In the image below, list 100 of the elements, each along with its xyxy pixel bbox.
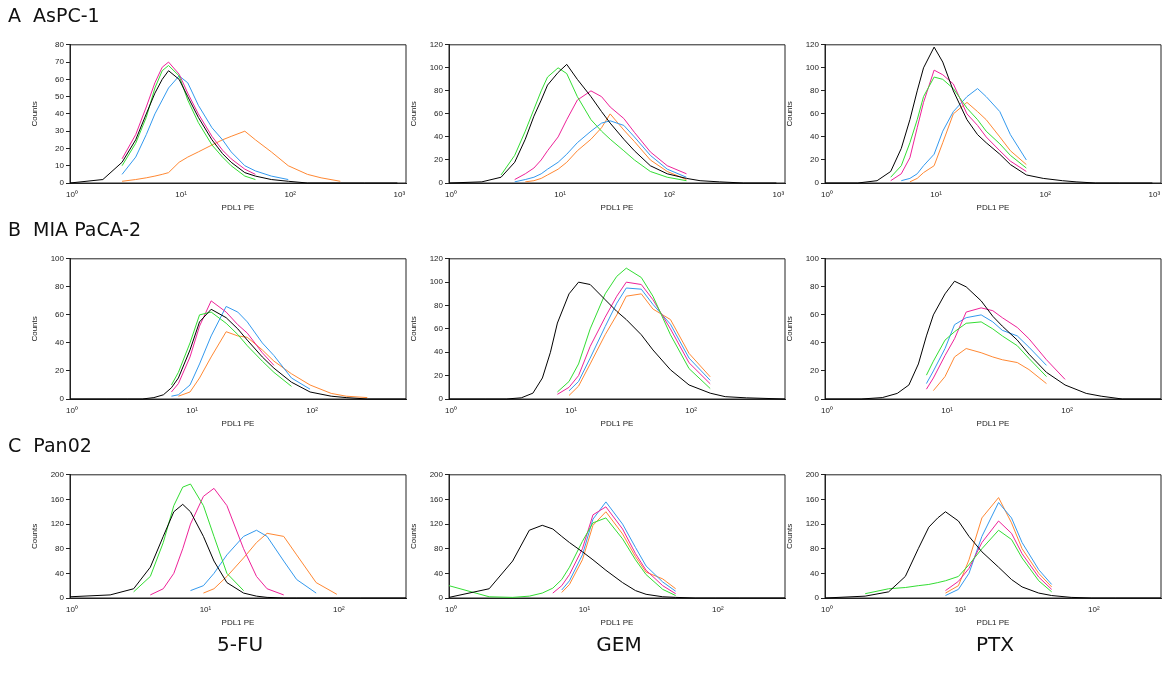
y-tick-label: 40	[434, 568, 444, 578]
y-tick-label: 0	[438, 593, 444, 603]
y-axis-title: Counts	[30, 101, 39, 127]
x-tick-label: 10⁰	[445, 406, 457, 415]
x-tick-label: 10¹	[930, 190, 943, 199]
x-tick-label: 10¹	[565, 406, 578, 415]
text: 5-FU	[215, 632, 265, 656]
x-tick-label: 10¹	[954, 605, 967, 614]
y-tick-label: 10	[55, 160, 65, 170]
y-tick-label: 60	[810, 109, 820, 119]
x-tick-label: 10¹	[554, 190, 567, 199]
y-tick-label: 80	[434, 300, 444, 310]
y-tick-label: 60	[55, 310, 65, 320]
y-tick-label: 100	[429, 63, 444, 73]
y-axis-title: Counts	[409, 523, 418, 550]
x-tick-label: 10²	[1039, 190, 1052, 199]
y-tick-label: 100	[429, 277, 444, 287]
y-tick-label: 0	[438, 394, 444, 404]
y-tick-label: 20	[810, 155, 820, 165]
x-tick-label: 10²	[712, 605, 724, 614]
text: GEM	[595, 632, 643, 656]
y-tick-label: 40	[810, 568, 820, 578]
y-tick-label: 80	[55, 543, 65, 553]
y-tick-label: 20	[434, 155, 444, 165]
x-tick-label: 10⁰	[66, 406, 78, 415]
x-axis-title: PDL1 PE	[600, 203, 634, 213]
x-tick-label: 10³	[772, 190, 785, 199]
y-tick-label: 0	[59, 394, 65, 404]
x-tick-label: 10²	[1061, 406, 1074, 415]
y-axis-title: Counts	[409, 101, 418, 127]
x-tick-label: 10²	[663, 190, 676, 199]
x-axis-title: PDL1 PE	[600, 618, 634, 628]
y-tick-label: 20	[810, 366, 820, 376]
x-tick-label: 10⁰	[445, 190, 457, 199]
text: PTX	[975, 632, 1015, 656]
y-tick-label: 40	[55, 109, 65, 119]
y-tick-label: 80	[810, 86, 820, 96]
y-tick-label: 0	[814, 394, 820, 404]
x-tick-label: 10⁰	[66, 605, 78, 614]
x-tick-label: 10⁰	[821, 605, 833, 614]
x-tick-label: 10⁰	[821, 406, 833, 415]
x-tick-label: 10⁰	[445, 605, 457, 614]
x-tick-label: 10²	[1088, 605, 1100, 614]
y-tick-label: 200	[805, 470, 820, 479]
x-tick-label: 10³	[393, 190, 406, 199]
y-tick-label: 40	[55, 338, 65, 348]
x-tick-label: 10¹	[941, 406, 954, 415]
y-tick-label: 120	[805, 519, 820, 529]
y-tick-label: 120	[50, 519, 65, 529]
y-tick-label: 120	[429, 519, 444, 529]
y-tick-label: 20	[55, 143, 65, 153]
y-tick-label: 80	[55, 282, 65, 292]
y-tick-label: 40	[434, 347, 444, 357]
y-tick-label: 20	[434, 370, 444, 380]
y-axis-title: Counts	[785, 316, 794, 342]
chart-title: C Pan02	[8, 434, 92, 456]
y-tick-label: 60	[434, 109, 444, 119]
x-axis-title: PDL1 PE	[976, 419, 1010, 429]
chart-title: A AsPC-1	[8, 4, 100, 26]
y-axis-title: Counts	[30, 316, 39, 342]
y-tick-label: 80	[810, 282, 820, 292]
x-tick-label: 10²	[284, 190, 297, 199]
y-tick-label: 70	[55, 57, 65, 67]
y-tick-label: 0	[438, 178, 444, 188]
y-tick-label: 120	[429, 40, 444, 49]
y-tick-label: 80	[55, 40, 65, 49]
x-tick-label: 10⁰	[821, 190, 833, 199]
y-tick-label: 40	[55, 568, 65, 578]
y-tick-label: 50	[55, 91, 65, 101]
y-axis-title: Counts	[785, 101, 794, 127]
y-tick-label: 80	[434, 86, 444, 96]
y-tick-label: 120	[805, 40, 820, 49]
chart-title: B MIA PaCA-2	[8, 218, 142, 240]
y-tick-label: 160	[429, 494, 444, 504]
x-tick-label: 10¹	[186, 406, 199, 415]
y-tick-label: 60	[434, 324, 444, 334]
x-tick-label: 10²	[306, 406, 319, 415]
y-axis-title: Counts	[409, 316, 418, 342]
y-tick-label: 0	[814, 593, 820, 603]
y-tick-label: 40	[810, 338, 820, 348]
y-tick-label: 60	[810, 310, 820, 320]
x-axis-title: PDL1 PE	[976, 618, 1010, 628]
y-tick-label: 80	[434, 543, 444, 553]
y-tick-label: 0	[59, 593, 65, 603]
y-tick-label: 60	[55, 74, 65, 84]
y-tick-label: 0	[814, 178, 820, 188]
x-tick-label: 10¹	[199, 605, 212, 614]
x-tick-label: 10²	[333, 605, 345, 614]
x-tick-label: 10¹	[578, 605, 591, 614]
y-tick-label: 40	[434, 132, 444, 142]
y-axis-title: Counts	[30, 523, 39, 550]
x-axis-title: PDL1 PE	[600, 419, 634, 429]
x-tick-label: 10⁰	[66, 190, 78, 199]
x-axis-title: PDL1 PE	[221, 419, 255, 429]
y-tick-label: 120	[429, 254, 444, 263]
x-axis-title: PDL1 PE	[221, 618, 255, 628]
x-tick-label: 10³	[1148, 190, 1161, 199]
y-tick-label: 160	[805, 494, 820, 504]
y-axis-title: Counts	[785, 523, 794, 550]
y-tick-label: 80	[810, 543, 820, 553]
